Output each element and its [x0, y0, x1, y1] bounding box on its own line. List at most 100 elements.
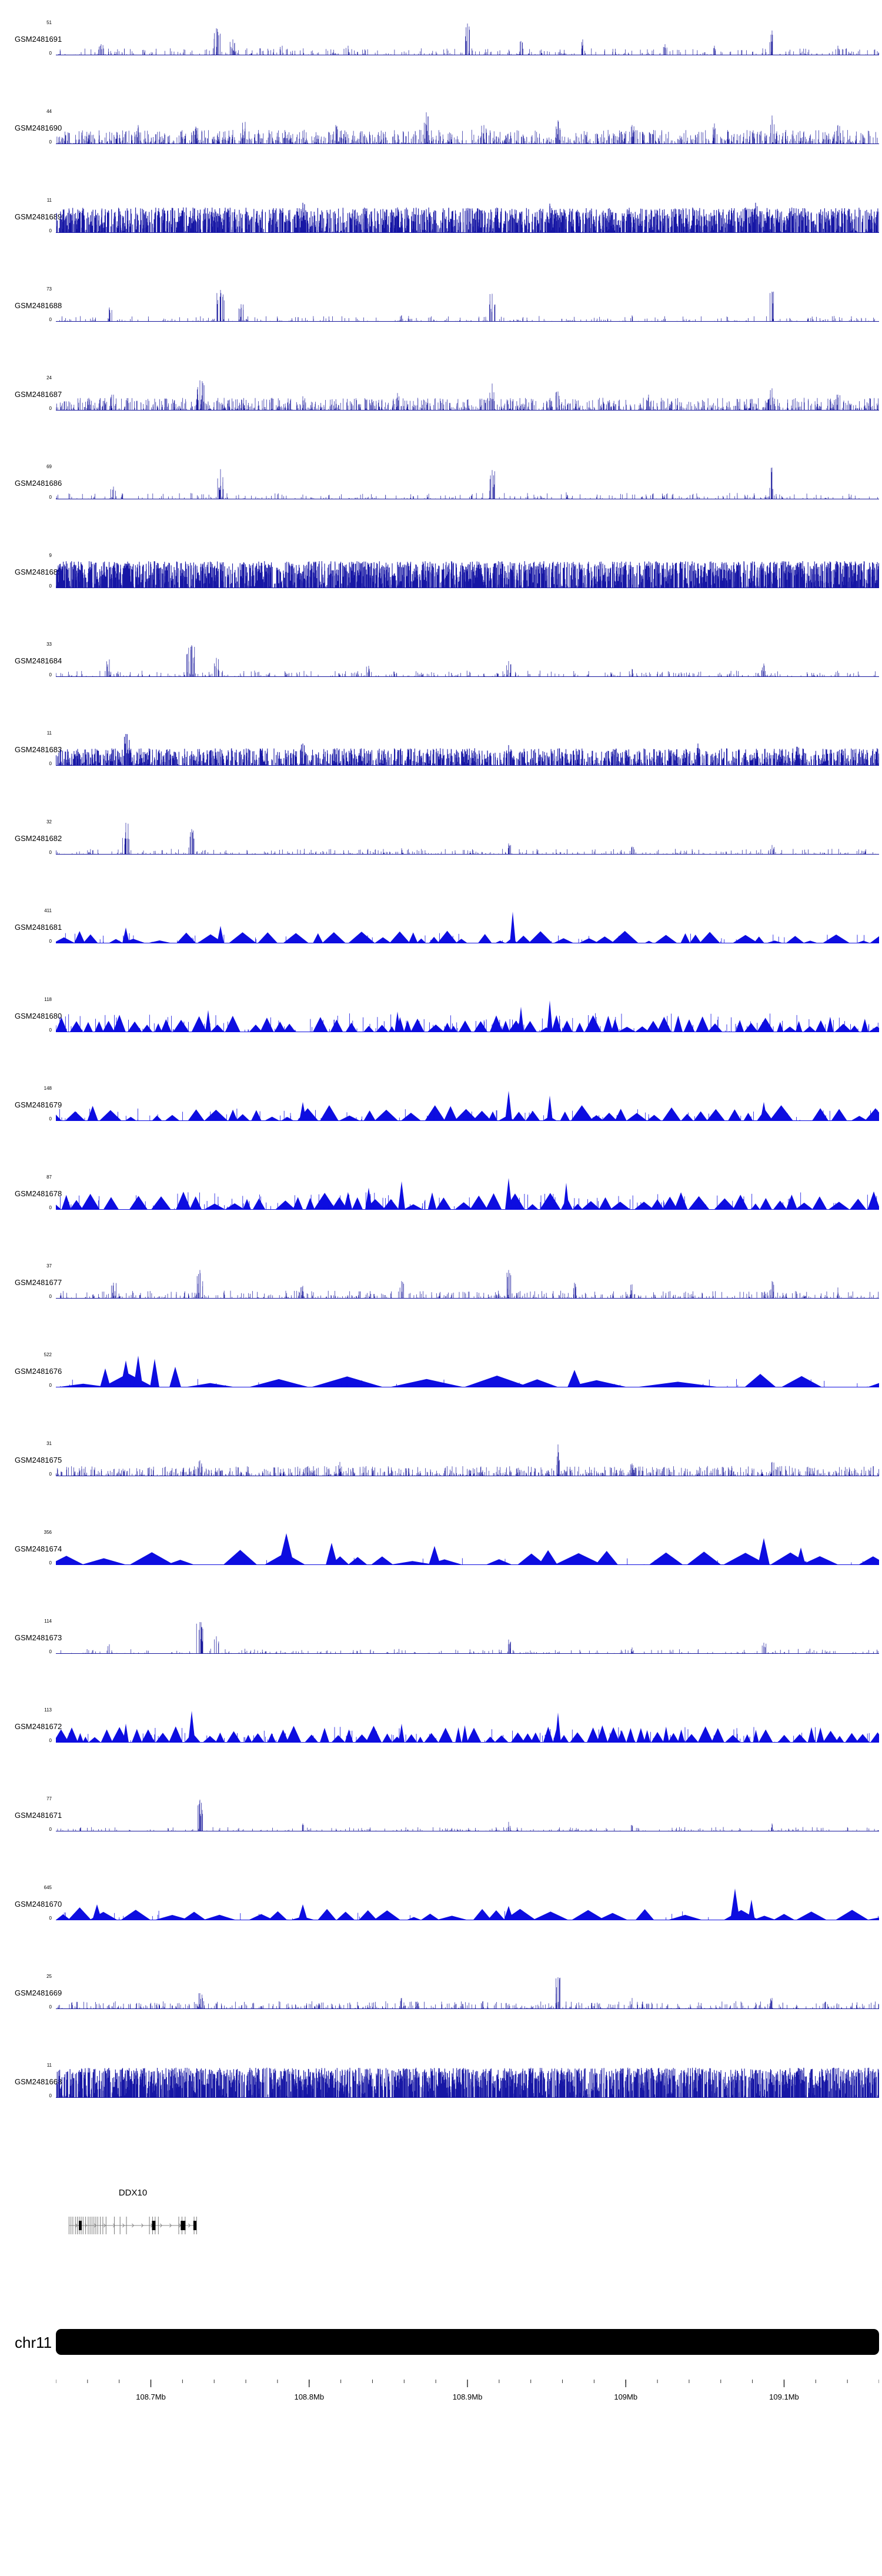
track-label: GSM2481688: [15, 301, 62, 310]
track-ymin-value: 0: [49, 1560, 52, 1566]
track-ymax-value: 356: [44, 1530, 52, 1535]
track-ymax-value: 44: [46, 109, 52, 114]
track-label: GSM2481685: [15, 568, 62, 576]
track-ymin-value: 0: [49, 495, 52, 500]
track-ymin-value: 0: [49, 850, 52, 855]
track-ymax-value: 522: [44, 1352, 52, 1357]
track-ymin-value: 0: [49, 228, 52, 233]
track-ymin-value: 0: [49, 1738, 52, 1743]
track-signal: [56, 290, 879, 322]
track-signal: [56, 912, 879, 943]
track-signal: [56, 2067, 879, 2098]
track-signal: [56, 1090, 879, 1121]
track-label: GSM2481681: [15, 923, 62, 932]
track-signal: [56, 112, 879, 144]
track-ymax-value: 148: [44, 1086, 52, 1091]
track-label: GSM2481690: [15, 124, 62, 132]
track-ymax-value: 25: [46, 1974, 52, 1979]
track-label: GSM2481671: [15, 1811, 62, 1820]
track-label: GSM2481675: [15, 1456, 62, 1464]
track-signal: [56, 468, 879, 499]
axis-tick-label: 108.7Mb: [136, 2393, 166, 2401]
track-ymax-value: 113: [44, 1707, 52, 1713]
track-label: GSM2481679: [15, 1100, 62, 1109]
track-signal: [56, 1356, 879, 1387]
track-ymax-value: 69: [46, 464, 52, 469]
track-ymin-value: 0: [49, 1116, 52, 1122]
axis-tick-label: 108.8Mb: [294, 2393, 325, 2401]
track-label: GSM2481673: [15, 1633, 62, 1642]
track-signal: [56, 1711, 879, 1743]
track-label: GSM2481689: [15, 212, 62, 221]
track-ymin-value: 0: [49, 2093, 52, 2098]
track-ymin-value: 0: [49, 406, 52, 411]
track-signal: [56, 734, 879, 766]
track-signal: [56, 24, 879, 55]
track-signal: [56, 1178, 879, 1210]
track-ymax-value: 411: [44, 908, 52, 913]
track-signal: [56, 1270, 879, 1299]
track-signal: [56, 1622, 879, 1654]
track-signal: [56, 1533, 879, 1565]
track-ymax-value: 73: [46, 286, 52, 292]
track-ymin-value: 0: [49, 139, 52, 145]
track-label: GSM2481684: [15, 656, 62, 665]
track-signal: [56, 380, 879, 411]
track-ymax-value: 11: [46, 198, 52, 203]
track-label: GSM2481678: [15, 1189, 62, 1198]
track-label: GSM2481672: [15, 1722, 62, 1731]
track-signal: [56, 645, 879, 677]
track-label: GSM2481682: [15, 834, 62, 843]
coordinate-ruler: [56, 2380, 879, 2387]
track-ymin-value: 0: [49, 1205, 52, 1210]
track-ymax-value: 11: [46, 2063, 52, 2068]
gene-model-diagram: [68, 2217, 197, 2234]
track-ymax-value: 87: [46, 1174, 52, 1180]
track-ymin-value: 0: [49, 761, 52, 766]
chromosome-label: chr11: [15, 2334, 52, 2351]
track-signal: [56, 561, 879, 588]
track-ymin-value: 0: [49, 1027, 52, 1033]
track-ymax-value: 118: [44, 997, 52, 1002]
track-ymax-value: 77: [46, 1796, 52, 1801]
track-ymin-value: 0: [49, 1294, 52, 1299]
axis-tick-label: 109.1Mb: [769, 2393, 799, 2401]
track-ymin-value: 0: [49, 583, 52, 589]
track-label: GSM2481680: [15, 1012, 62, 1020]
track-ymin-value: 0: [49, 317, 52, 322]
track-ymin-value: 0: [49, 1383, 52, 1388]
track-label: GSM2481677: [15, 1278, 62, 1287]
track-ymin-value: 0: [49, 2004, 52, 2010]
track-ymin-value: 0: [49, 939, 52, 944]
track-label: GSM2481687: [15, 390, 62, 399]
track-ymax-value: 31: [46, 1441, 52, 1446]
track-ymin-value: 0: [49, 1649, 52, 1654]
track-label: GSM2481691: [15, 35, 62, 44]
track-signal: [56, 823, 879, 855]
track-ymax-value: 11: [46, 730, 52, 736]
track-label: GSM2481670: [15, 1900, 62, 1908]
track-label: GSM2481668: [15, 2077, 62, 2086]
track-label: GSM2481674: [15, 1544, 62, 1553]
track-ymin-value: 0: [49, 672, 52, 678]
track-ymax-value: 645: [44, 1885, 52, 1890]
track-ymax-value: 24: [46, 375, 52, 381]
track-ymin-value: 0: [49, 1827, 52, 1832]
gene-name-label: DDX10: [118, 2188, 148, 2198]
track-label: GSM2481669: [15, 1988, 62, 1997]
track-signal: [56, 1800, 879, 1831]
track-label: GSM2481686: [15, 479, 62, 488]
track-ymin-value: 0: [49, 1916, 52, 1921]
track-ymin-value: 0: [49, 1471, 52, 1477]
track-signal: [56, 1444, 879, 1476]
track-ymax-value: 33: [46, 642, 52, 647]
track-label: GSM2481683: [15, 745, 62, 754]
track-ymax-value: 114: [44, 1619, 52, 1624]
track-signal: [56, 1888, 879, 1920]
track-ymin-value: 0: [49, 51, 52, 56]
track-ymax-value: 9: [49, 553, 52, 558]
track-label: GSM2481676: [15, 1367, 62, 1376]
track-ymax-value: 51: [46, 20, 52, 25]
track-signal: [56, 202, 879, 233]
